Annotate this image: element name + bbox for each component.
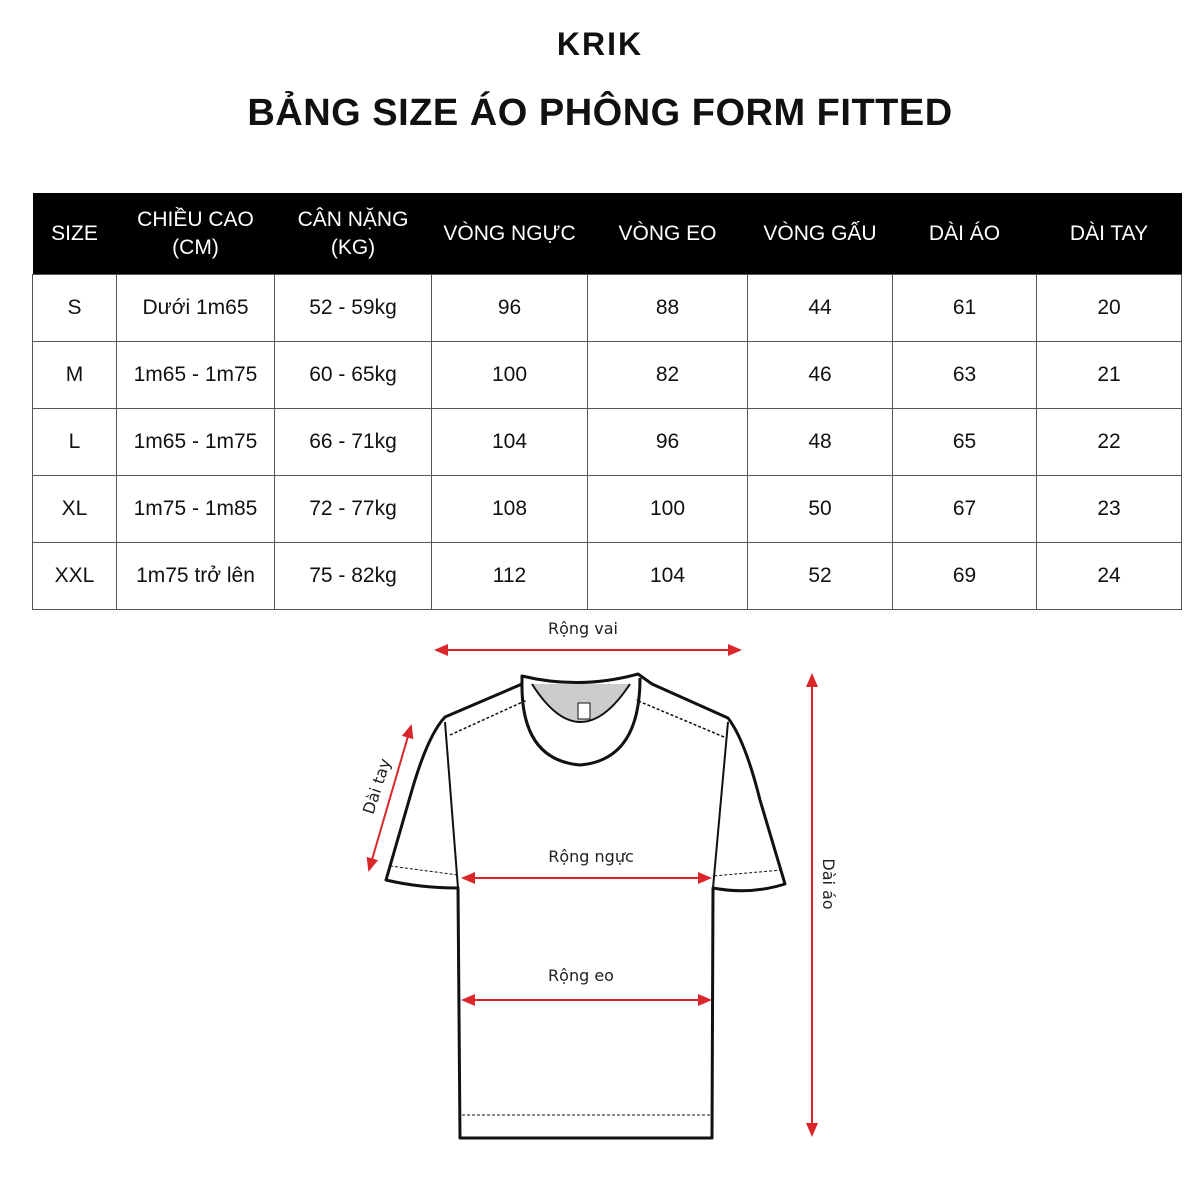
column-header: DÀI ÁO <box>892 193 1037 275</box>
table-cell: 104 <box>431 408 588 476</box>
table-cell: 24 <box>1036 542 1182 610</box>
shoulder-width-label: Rộng vai <box>548 619 618 638</box>
table-cell: 108 <box>431 475 588 543</box>
column-header: CÂN NẶNG (KG) <box>274 193 432 275</box>
table-row: XL 1m75 - 1m85 72 - 77kg 108 100 50 67 23 <box>32 475 1182 543</box>
table-cell: M <box>32 341 117 409</box>
table-row: XXL 1m75 trở lên 75 - 82kg 112 104 52 69 24 <box>32 542 1182 610</box>
table-cell: 82 <box>587 341 748 409</box>
table-cell: XL <box>32 475 117 543</box>
column-header: VÒNG GẤU <box>747 193 893 275</box>
column-header: VÒNG NGỰC <box>431 193 588 275</box>
table-cell: 67 <box>892 475 1037 543</box>
neck-label-tag <box>577 702 591 720</box>
table-cell: 48 <box>747 408 893 476</box>
sleeve-length-arrow <box>366 724 414 872</box>
table-cell: S <box>32 274 117 342</box>
table-cell: 63 <box>892 341 1037 409</box>
table-cell: 1m65 - 1m75 <box>116 341 275 409</box>
waist-width-label: Rộng eo <box>548 966 614 985</box>
table-cell: 75 - 82kg <box>274 542 432 610</box>
table-cell: 50 <box>747 475 893 543</box>
chest-width-label: Rộng ngực <box>548 847 634 866</box>
table-cell: 100 <box>431 341 588 409</box>
table-cell: 23 <box>1036 475 1182 543</box>
table-cell: XXL <box>32 542 117 610</box>
column-header: DÀI TAY <box>1036 193 1182 275</box>
table-cell: L <box>32 408 117 476</box>
table-cell: 69 <box>892 542 1037 610</box>
table-row: S Dưới 1m65 52 - 59kg 96 88 44 61 20 <box>32 274 1182 342</box>
sleeve-length-label: Dài tay <box>359 756 395 816</box>
page-title: BẢNG SIZE ÁO PHÔNG FORM FITTED <box>247 92 953 134</box>
column-header: VÒNG EO <box>587 193 748 275</box>
table-cell: 52 <box>747 542 893 610</box>
table-cell: 66 - 71kg <box>274 408 432 476</box>
table-cell: 21 <box>1036 341 1182 409</box>
brand-logo: KRIK <box>556 26 644 62</box>
table-cell: 44 <box>747 274 893 342</box>
table-cell: 112 <box>431 542 588 610</box>
table-cell: 1m75 - 1m85 <box>116 475 275 543</box>
tshirt-outline <box>384 672 787 1140</box>
table-cell: Dưới 1m65 <box>116 274 275 342</box>
table-cell: 1m75 trở lên <box>116 542 275 610</box>
column-header: SIZE <box>32 193 117 275</box>
size-table: SIZE CHIỀU CAO (CM) CÂN NẶNG (KG) VÒNG NGỰC… <box>32 193 1182 610</box>
table-cell: 88 <box>587 274 748 342</box>
table-cell: 1m65 - 1m75 <box>116 408 275 476</box>
table-cell: 46 <box>747 341 893 409</box>
length-label: Dài áo <box>819 858 838 909</box>
column-header: CHIỀU CAO (CM) <box>116 193 275 275</box>
table-cell: 20 <box>1036 274 1182 342</box>
